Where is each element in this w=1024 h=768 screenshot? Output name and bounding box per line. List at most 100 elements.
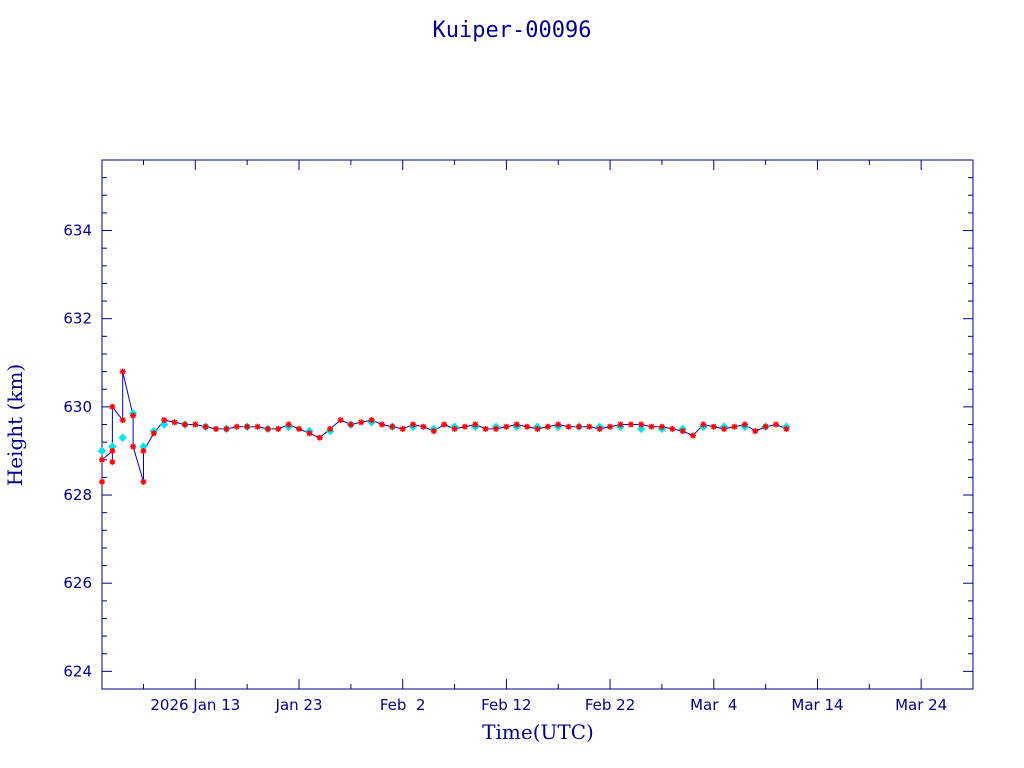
- x-tick-labels: 2026 Jan 13 Jan 23 Feb 2 Feb 12 Feb 22 Mar 4 M…: [150, 696, 947, 714]
- observed-point: [119, 368, 126, 375]
- y-tick-label: 630: [63, 398, 92, 416]
- observed-point: [264, 425, 271, 432]
- observed-point: [752, 428, 759, 435]
- observed-point: [627, 421, 634, 428]
- observed-point: [430, 428, 437, 435]
- observed-point: [244, 423, 251, 430]
- observed-point: [378, 421, 385, 428]
- x-axis-label: Time(UTC): [482, 720, 594, 744]
- x-tick-label: Mar 4: [690, 696, 737, 714]
- observed-point: [213, 425, 220, 432]
- observed-point: [596, 425, 603, 432]
- y-tick-label: 624: [63, 662, 92, 680]
- observed-point: [482, 425, 489, 432]
- observed-point: [658, 423, 665, 430]
- observed-point: [306, 430, 313, 437]
- observed-point: [316, 434, 323, 441]
- observed-point: [368, 417, 375, 424]
- observed-point: [119, 417, 126, 424]
- observed-point: [710, 423, 717, 430]
- smoothed-point: [108, 442, 117, 451]
- axis-ticks: [102, 159, 974, 690]
- observed-point: [575, 423, 582, 430]
- observed-point: [534, 425, 541, 432]
- x-tick-label: Feb 12: [481, 696, 531, 714]
- y-axis-label: Height (km): [3, 364, 27, 486]
- observed-point: [337, 417, 344, 424]
- observed-point: [389, 423, 396, 430]
- observed-point: [721, 425, 728, 432]
- observed-point: [109, 403, 116, 410]
- smoothed-point: [636, 424, 646, 434]
- observed-point: [772, 421, 779, 428]
- smoothed-point: [139, 442, 148, 451]
- observed-point: [140, 447, 147, 454]
- observed-point: [99, 478, 105, 485]
- observed-point: [233, 423, 240, 430]
- x-tick-label: Mar 24: [895, 696, 947, 714]
- observed-point: [451, 425, 458, 432]
- observed-point: [690, 432, 697, 439]
- observed-point: [327, 425, 334, 432]
- observed-point: [700, 421, 707, 428]
- smoothed-point: [97, 446, 107, 456]
- y-tick-labels: 624 626 628 630 632 634: [63, 222, 92, 681]
- observed-point: [783, 425, 790, 432]
- y-tick-label: 632: [63, 310, 92, 328]
- observed-point: [99, 456, 105, 463]
- observed-point: [275, 425, 282, 432]
- observed-point: [130, 412, 137, 419]
- observed-point: [441, 421, 448, 428]
- smoothed-point: [159, 420, 169, 429]
- observed-point: [109, 447, 116, 454]
- observed-point: [472, 421, 479, 428]
- observed-point: [493, 425, 500, 432]
- observed-point: [130, 443, 137, 450]
- y-tick-label: 634: [63, 222, 92, 240]
- observed-point: [731, 423, 738, 430]
- observed-point: [399, 425, 406, 432]
- observed-point: [607, 423, 614, 430]
- observed-point: [296, 425, 303, 432]
- observed-point: [679, 428, 686, 435]
- observed-point: [617, 421, 624, 428]
- observed-point: [202, 423, 209, 430]
- observed-point: [285, 421, 292, 428]
- y-tick-label: 626: [63, 574, 92, 592]
- observed-point: [254, 423, 261, 430]
- x-tick-label: 2026 Jan 13: [150, 696, 240, 714]
- observed-point: [586, 423, 593, 430]
- observed-point: [741, 421, 748, 428]
- observed-point: [555, 421, 562, 428]
- observed-point: [223, 425, 230, 432]
- observed-point: [544, 423, 551, 430]
- observed-point: [192, 421, 199, 428]
- x-tick-label: Feb 22: [585, 696, 635, 714]
- observed-point: [503, 423, 510, 430]
- x-tick-label: Feb 2: [380, 696, 426, 714]
- observed-point: [410, 421, 417, 428]
- smoothed-point: [118, 433, 127, 442]
- x-tick-label: Jan 23: [275, 696, 323, 714]
- observed-point: [461, 423, 468, 430]
- observed-point: [762, 423, 769, 430]
- observed-point: [513, 421, 520, 428]
- observed-point: [669, 425, 676, 432]
- observed-point: [565, 423, 572, 430]
- observed-point: [150, 430, 157, 437]
- observed-point: [171, 419, 178, 426]
- observed-point: [347, 421, 354, 428]
- smoothed-markers: [97, 409, 791, 456]
- observed-point: [524, 423, 531, 430]
- x-tick-label: Mar 14: [791, 696, 843, 714]
- observed-point: [638, 421, 645, 428]
- observed-point: [420, 423, 427, 430]
- observed-point: [161, 417, 168, 424]
- chart-title: Kuiper-00096: [433, 18, 592, 43]
- observed-markers: [99, 368, 790, 485]
- observed-point: [358, 419, 365, 426]
- observed-point: [648, 423, 655, 430]
- observed-point: [109, 458, 116, 465]
- y-tick-label: 628: [63, 486, 92, 504]
